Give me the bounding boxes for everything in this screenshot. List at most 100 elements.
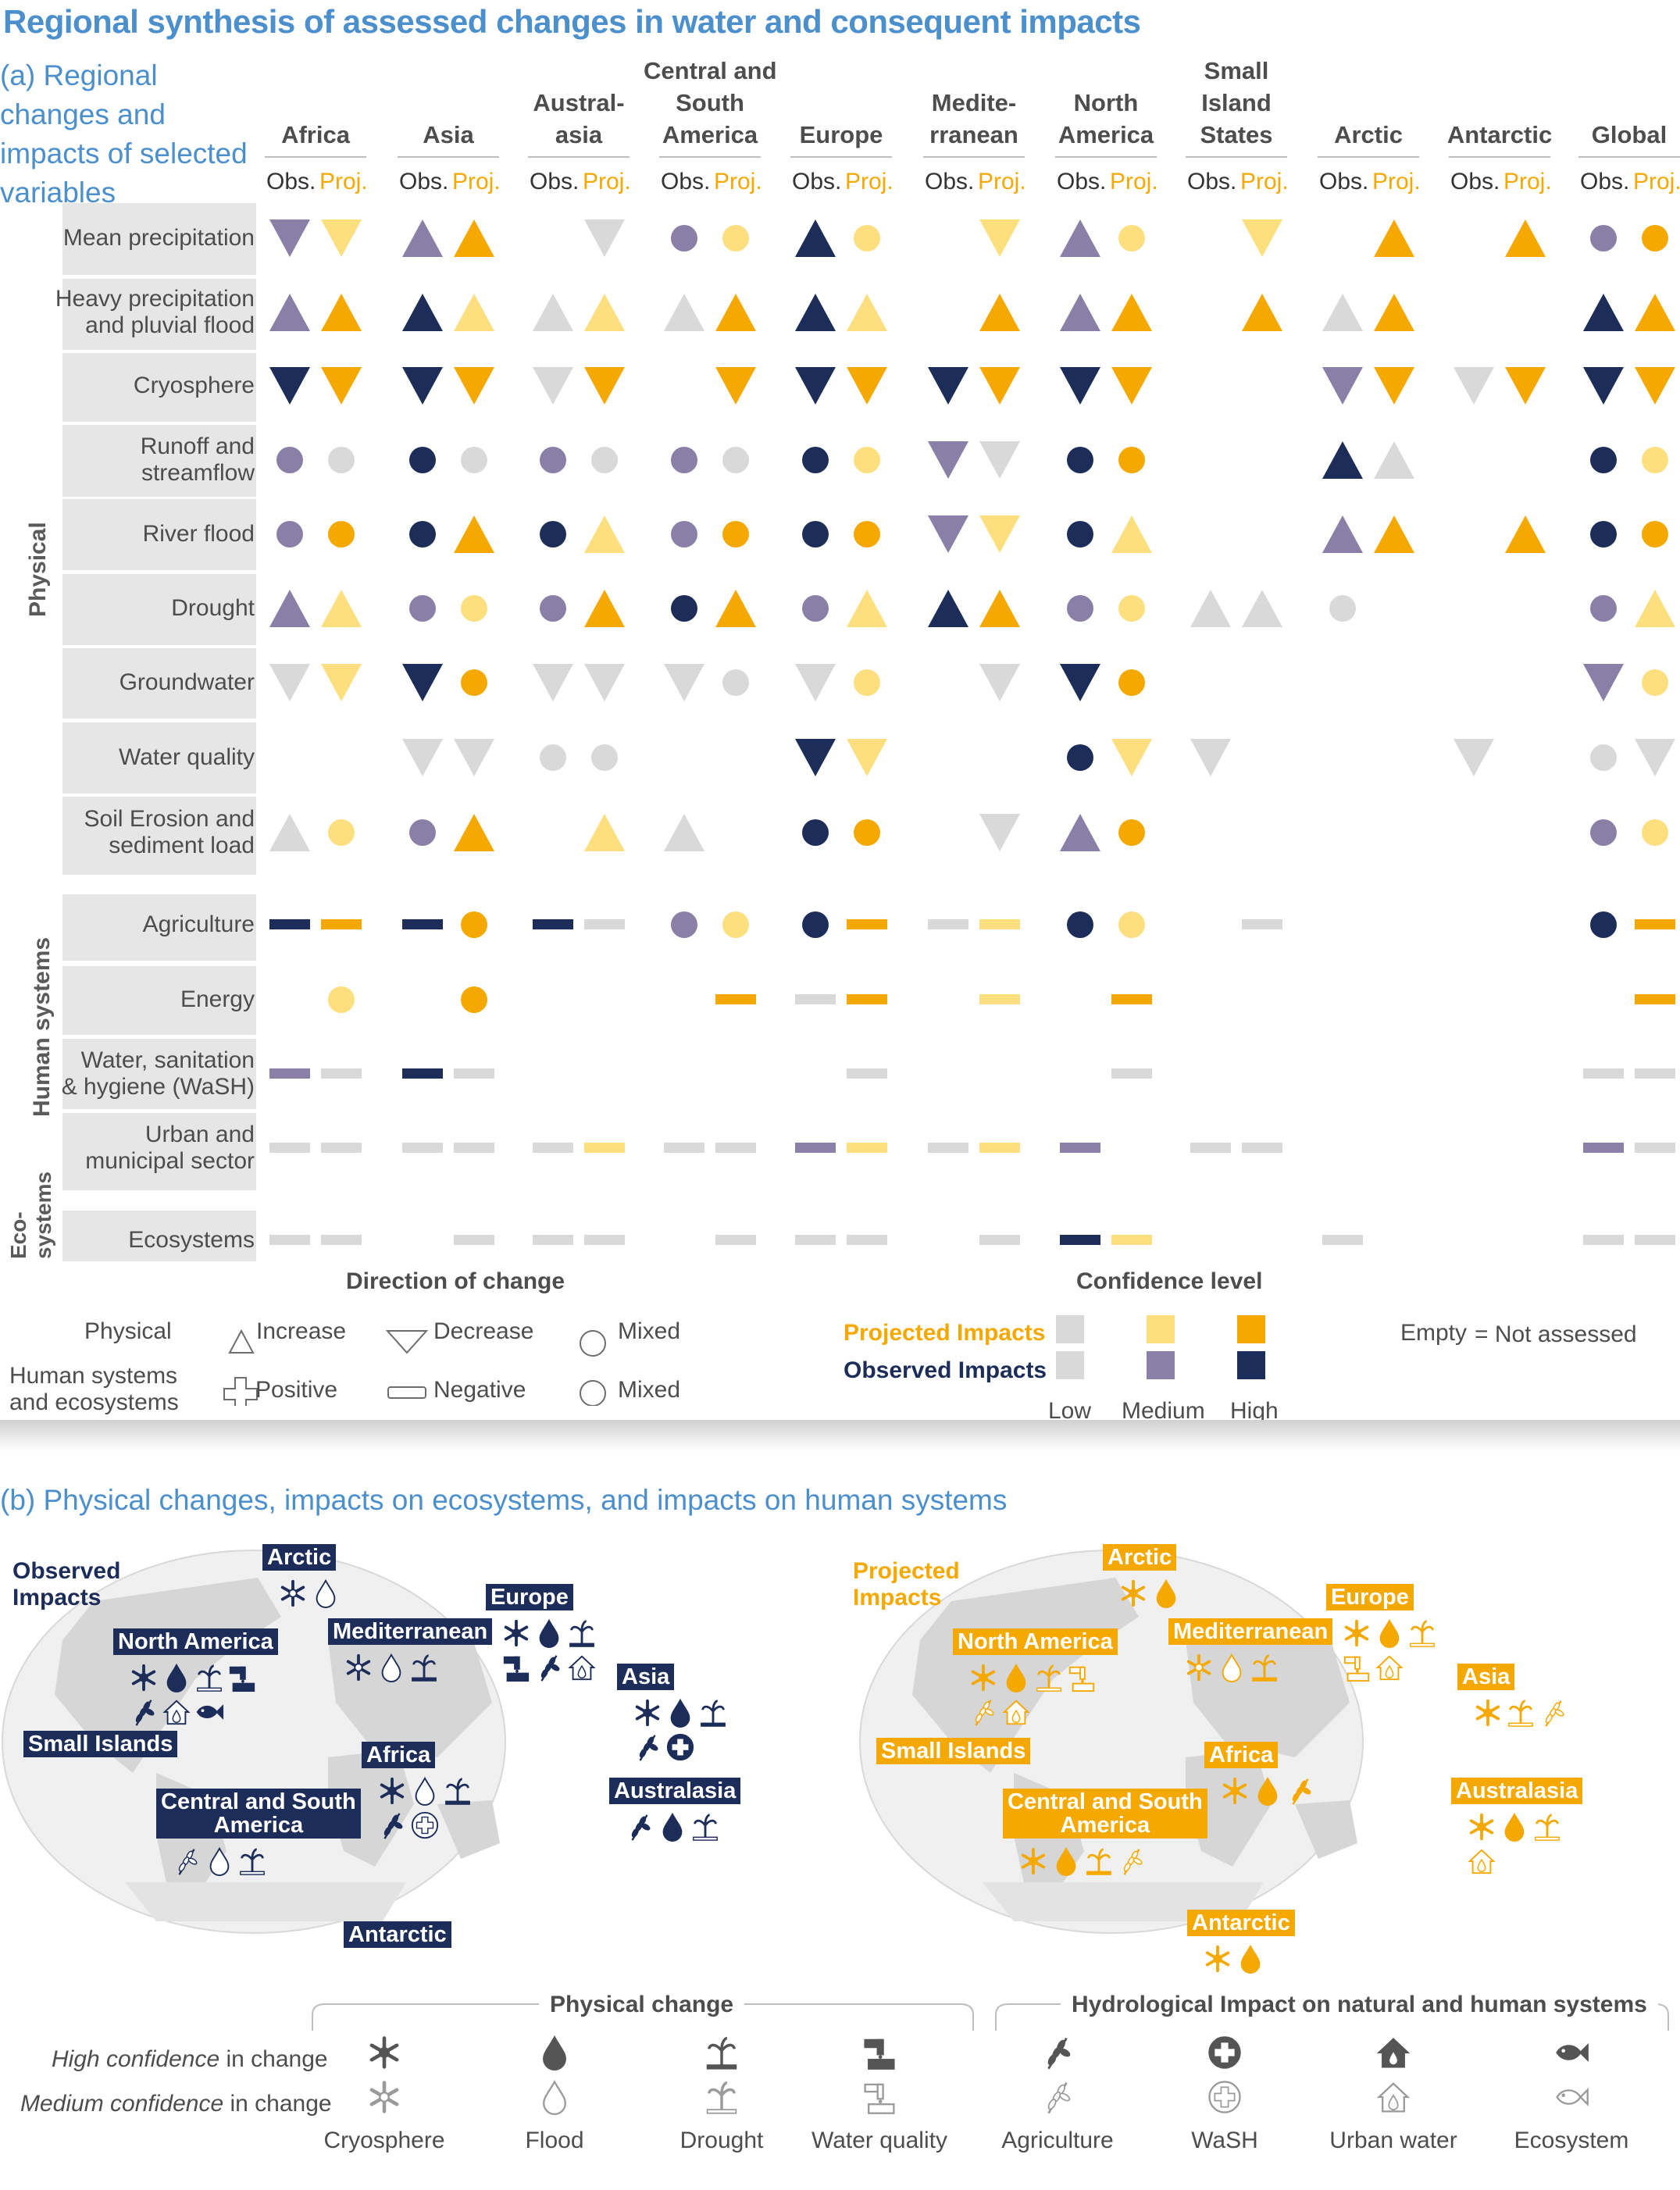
legend-caption: Agriculture	[1001, 2128, 1114, 2153]
increase-triangle	[928, 590, 968, 627]
mixed-circle	[1590, 521, 1617, 548]
legend-physical-label: Physical	[84, 1318, 172, 1344]
obs-header: Obs.	[1580, 169, 1630, 194]
proj-header: Proj.	[452, 169, 501, 194]
positive-legend-icon	[223, 1377, 258, 1406]
wash-icon	[1208, 2036, 1241, 2069]
increase-triangle	[1322, 515, 1363, 553]
obs-header: Obs.	[661, 169, 711, 194]
mixed-circle	[409, 521, 436, 548]
row-band	[62, 966, 256, 1035]
cryosphere-icon	[280, 1579, 305, 1607]
cryosphere-icon	[1186, 1653, 1211, 1682]
region-header: Central and South America	[644, 57, 777, 148]
agriculture-icon	[1545, 1700, 1564, 1727]
decrease-triangle	[1583, 664, 1624, 701]
decrease-triangle	[1454, 739, 1494, 776]
legend-mixed-2: Mixed	[618, 1377, 681, 1403]
proj-high-swatch	[1237, 1315, 1265, 1343]
row-band	[62, 425, 256, 497]
region-underline	[1318, 156, 1419, 158]
flood-drop-icon	[1006, 1663, 1026, 1692]
drought-palm-icon	[1508, 1700, 1533, 1727]
negative-bar	[795, 1143, 836, 1153]
negative-bar	[1242, 919, 1282, 929]
mixed-circle	[671, 521, 697, 548]
proj-header: Proj.	[1503, 169, 1552, 194]
confidence-legend-title: Confidence level	[1076, 1268, 1263, 1294]
cryosphere-icon	[369, 2036, 399, 2069]
cryosphere-icon	[369, 2081, 399, 2113]
cryosphere-icon	[131, 1664, 156, 1692]
row-band	[62, 279, 256, 350]
proj-header: Proj.	[319, 169, 368, 194]
increase-triangle	[847, 294, 887, 331]
urban-water-icon	[162, 1700, 191, 1725]
cryosphere-icon	[1475, 1699, 1500, 1727]
mixed-circle	[540, 595, 566, 622]
proj-header: Proj.	[1240, 169, 1289, 194]
decrease-triangle	[269, 664, 310, 701]
mixed-circle	[671, 911, 697, 938]
decrease-triangle	[1635, 367, 1675, 405]
obs-header: Obs.	[925, 169, 975, 194]
negative-bar	[1242, 1143, 1282, 1153]
mixed-circle	[854, 819, 880, 846]
mixed-circle	[276, 447, 303, 473]
legend-low: Low	[1048, 1398, 1092, 1424]
urban-water-icon	[1375, 1655, 1404, 1681]
negative-bar	[321, 1235, 362, 1245]
legend-projected-label: Projected Impacts	[844, 1320, 1046, 1346]
decrease-triangle	[1190, 739, 1231, 776]
obs-low-swatch	[1056, 1351, 1084, 1379]
obs-header: Obs.	[1450, 169, 1500, 194]
mixed-circle	[1118, 225, 1145, 251]
projected-region-label: Antarctic	[1187, 1910, 1295, 1936]
projected-region-label: Australasia	[1451, 1778, 1583, 1804]
row-label: Urban and municipal sector	[85, 1122, 255, 1174]
mixed-circle	[461, 447, 487, 473]
negative-bar	[533, 1235, 573, 1245]
region-header: Medite- rranean	[929, 89, 1018, 148]
obs-high-swatch	[1237, 1351, 1265, 1379]
negative-bar	[847, 1235, 887, 1245]
obs-medium-swatch	[1147, 1351, 1175, 1379]
projected-region-label: North America	[953, 1628, 1118, 1655]
water-quality-icon	[1068, 1666, 1095, 1692]
row-band	[62, 499, 256, 570]
mixed-circle	[1590, 819, 1617, 846]
decrease-triangle	[321, 367, 362, 405]
mixed-circle	[1067, 744, 1093, 771]
observed-region-label: Arctic	[262, 1544, 337, 1571]
decrease-triangle	[847, 739, 887, 776]
mixed-circle	[461, 669, 487, 696]
legend-negative: Negative	[433, 1377, 526, 1403]
increase-triangle	[715, 294, 756, 331]
mixed-circle	[802, 447, 829, 473]
mixed-circle	[1590, 225, 1617, 251]
wash-icon	[666, 1733, 694, 1761]
mixed-circle	[591, 447, 618, 473]
increase-triangle	[1505, 515, 1546, 553]
negative-bar	[715, 1143, 756, 1153]
mixed-circle	[802, 819, 829, 846]
mixed-circle	[409, 819, 436, 846]
row-band	[62, 648, 256, 719]
negative-bar	[269, 1235, 310, 1245]
negative-bar	[847, 994, 887, 1004]
decrease-triangle	[269, 367, 310, 405]
legend-human-label: Human systems and ecosystems	[9, 1363, 179, 1415]
decrease-triangle	[1111, 739, 1152, 776]
negative-bar	[928, 1143, 968, 1153]
decrease-triangle	[402, 739, 443, 776]
increase-triangle	[1111, 294, 1152, 331]
mixed-circle	[409, 595, 436, 622]
negative-bar	[454, 1143, 494, 1153]
mixed-circle	[1067, 911, 1093, 938]
increase-triangle	[1242, 590, 1282, 627]
row-label: Energy	[180, 986, 255, 1012]
legend-empty-def: = Not assessed	[1475, 1321, 1637, 1347]
decrease-triangle	[664, 664, 704, 701]
mixed-circle	[328, 986, 355, 1013]
observed-region-label: Africa	[362, 1742, 436, 1768]
